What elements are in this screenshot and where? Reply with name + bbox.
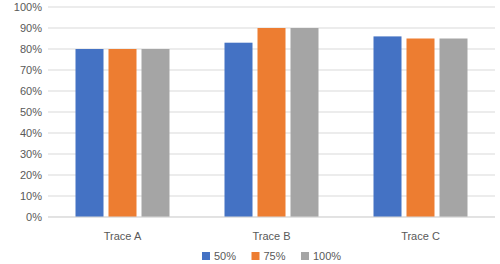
y-tick-label: 70% [20, 64, 42, 76]
bar [407, 39, 435, 218]
y-tick-label: 30% [20, 148, 42, 160]
legend-label: 50% [214, 250, 236, 262]
x-tick-label: Trace B [252, 230, 290, 242]
y-tick-label: 40% [20, 127, 42, 139]
y-tick-label: 10% [20, 190, 42, 202]
bar [291, 28, 319, 217]
bar [225, 43, 253, 217]
bar [76, 49, 104, 217]
y-tick-label: 60% [20, 85, 42, 97]
bar [440, 39, 468, 218]
legend: 50% 75% 100% [202, 250, 341, 262]
bar [109, 49, 137, 217]
grid-line [48, 217, 495, 218]
y-tick-label: 20% [20, 169, 42, 181]
x-tick-label: Trace A [104, 230, 142, 242]
legend-label: 100% [313, 250, 341, 262]
y-tick-label: 0% [26, 211, 42, 223]
bar [258, 28, 286, 217]
chart: 0% 10% 20% 30% 40% 50% 60% 70% 80% 90% 100% Trace A… [0, 0, 500, 264]
legend-label: 75% [264, 250, 286, 262]
legend-swatch [202, 252, 210, 260]
grid [48, 7, 495, 217]
y-tick-label: 50% [20, 106, 42, 118]
x-axis [48, 217, 495, 218]
y-tick-label: 100% [14, 1, 42, 13]
bar [374, 36, 402, 217]
grid-line [48, 7, 495, 8]
bars [76, 28, 468, 217]
bar [142, 49, 170, 217]
y-tick-label: 90% [20, 22, 42, 34]
y-tick-label: 80% [20, 43, 42, 55]
legend-swatch [301, 252, 309, 260]
legend-swatch [252, 252, 260, 260]
x-tick-label: Trace C [401, 230, 440, 242]
